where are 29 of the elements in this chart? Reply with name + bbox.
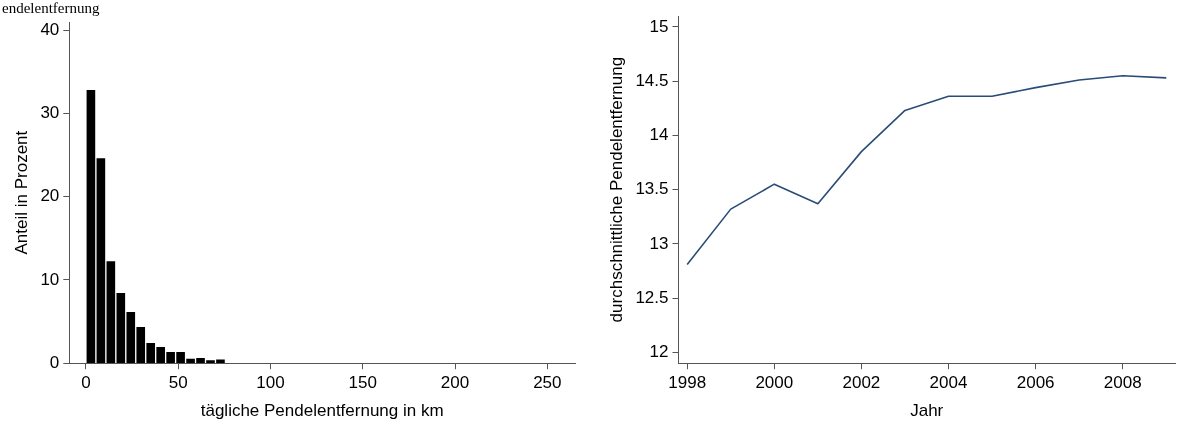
y-tick-label: 13 xyxy=(649,233,669,253)
y-tick-label: 13.5 xyxy=(635,179,669,199)
y-axis-title: durchschnittliche Pendelentfernung xyxy=(606,56,626,323)
y-tick-label: 15 xyxy=(649,16,669,36)
text: endelentfernung xyxy=(2,0,100,17)
x-tick-label: 1998 xyxy=(668,373,707,393)
x-tick-label: 2002 xyxy=(842,373,881,393)
y-tick-label: 14 xyxy=(649,125,669,145)
y-tick-label: 0 xyxy=(49,352,60,372)
y-tick-label: 30 xyxy=(40,103,60,123)
x-tick-label: 100 xyxy=(256,373,285,393)
y-tick-label: 14.5 xyxy=(635,70,669,90)
x-tick-label: 0 xyxy=(81,373,91,393)
x-tick-label: 50 xyxy=(168,373,188,393)
x-axis-title: tägliche Pendelentfernung in km xyxy=(200,401,444,421)
x-tick-label: 250 xyxy=(533,373,562,393)
y-tick-label: 20 xyxy=(40,186,60,206)
x-tick-label: 200 xyxy=(440,373,470,393)
x-tick-label: 150 xyxy=(348,373,377,393)
y-tick-label: 10 xyxy=(40,269,60,289)
x-tick-label: 2000 xyxy=(755,373,794,393)
y-tick-label: 12 xyxy=(649,342,669,362)
x-tick-label: 2006 xyxy=(1016,373,1055,393)
x-axis-title: Jahr xyxy=(910,401,944,421)
x-tick-label: 2004 xyxy=(929,373,968,393)
y-tick-label: 12.5 xyxy=(635,287,669,307)
y-tick-label: 40 xyxy=(40,20,60,40)
x-tick-label: 2008 xyxy=(1103,373,1142,393)
y-axis-title: Anteil in Prozent xyxy=(11,130,31,255)
